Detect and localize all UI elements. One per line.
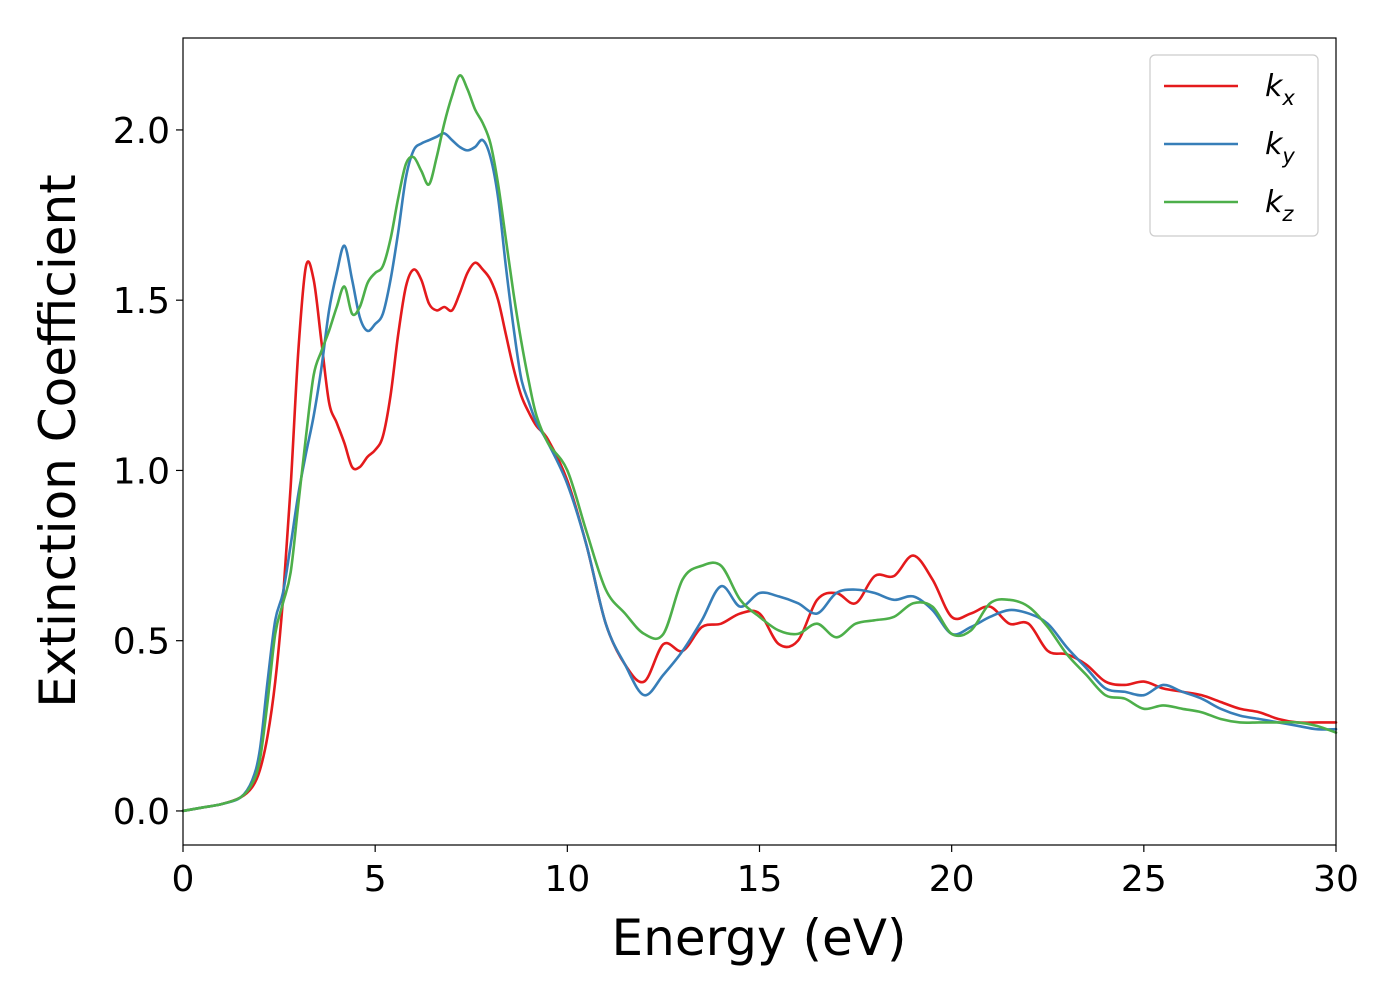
y-axis: 0.0 0.5 1.0 1.5 2.0 [113, 111, 183, 833]
x-tick-label: 5 [364, 859, 387, 900]
y-tick-label: 1.5 [113, 281, 170, 322]
x-axis-label: Energy (eV) [612, 909, 907, 967]
series-line-kz [181, 74, 1338, 813]
legend-label-kz: kz [1265, 185, 1294, 226]
x-tick-label: 0 [172, 859, 195, 900]
legend-label-ky: ky [1265, 127, 1295, 168]
legend-box [1149, 54, 1319, 237]
series-layer [181, 74, 1338, 813]
y-tick-label: 0.5 [113, 622, 170, 663]
x-tick-label: 25 [1121, 859, 1167, 900]
legend-label-subscript: z [1281, 202, 1294, 226]
x-tick-label: 15 [737, 859, 783, 900]
legend-label-subscript: x [1281, 86, 1295, 110]
legend-label-base: k [1265, 69, 1284, 104]
y-tick-label: 2.0 [113, 111, 170, 152]
x-tick-label: 30 [1313, 859, 1359, 900]
x-tick-label: 20 [929, 859, 975, 900]
legend-label-base: k [1265, 127, 1284, 162]
y-tick-label: 1.0 [113, 451, 170, 492]
legend-label-base: k [1265, 185, 1284, 220]
legend-label-kx: kx [1265, 69, 1295, 110]
y-axis-label: Extinction Coefficient [29, 174, 87, 708]
x-axis: 0 5 10 15 20 25 30 [172, 845, 1359, 900]
x-tick-label: 10 [544, 859, 590, 900]
y-tick-label: 0.0 [113, 792, 170, 833]
legend-label-subscript: y [1281, 144, 1295, 168]
